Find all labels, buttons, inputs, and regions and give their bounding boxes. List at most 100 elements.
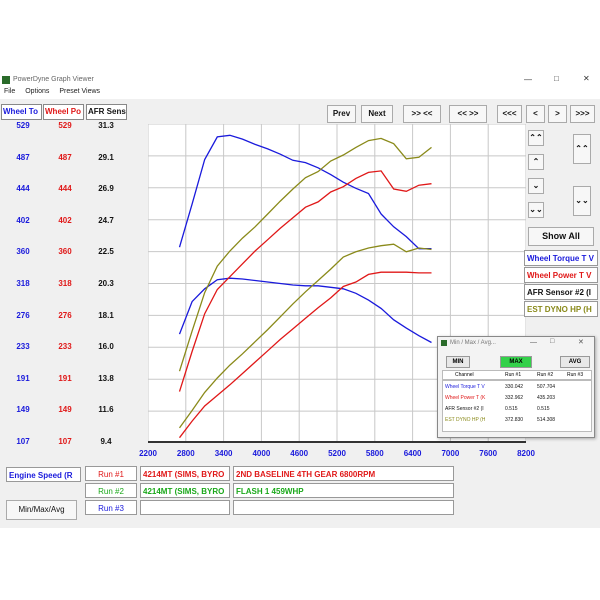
y-tick-torque: 318 [16, 279, 30, 288]
run1-label[interactable]: Run #1 [85, 466, 137, 481]
x-tick-label: 2800 [176, 449, 195, 458]
avg-tab[interactable]: AVG [560, 356, 590, 368]
header-run3: Run #3 [567, 372, 584, 378]
y-tick-afr: 16.0 [98, 342, 114, 352]
x-tick-label: 5800 [365, 449, 384, 458]
scale-up-double-button[interactable]: ⌃⌃ [528, 130, 544, 146]
dialog-table: Wheel Torque T V 330.042 507.704 Wheel Powe… [442, 380, 592, 432]
x-tick-label: 3400 [214, 449, 233, 458]
header-run1: Run #1 [505, 372, 522, 378]
scroll-left-button[interactable]: < [526, 105, 545, 123]
menu-bar: File Options Preset Views [0, 88, 600, 99]
dyno-chart[interactable] [148, 124, 526, 443]
legend-wheel-torque[interactable]: Wheel Torque T V [524, 250, 598, 266]
min-max-avg-dialog: Min / Max / Avg... — □ ✕ MIN MAX AVG Cha… [437, 336, 595, 438]
series-line-4 [178, 137, 432, 372]
y-tick-torque: 107 [16, 437, 30, 446]
stat-run2-value: 435.203 [537, 395, 556, 401]
dialog-close-icon[interactable]: ✕ [578, 339, 584, 346]
y-tick-power: 360 [58, 247, 72, 257]
app-icon [2, 76, 10, 84]
prev-button[interactable]: Prev [327, 105, 356, 123]
afr-axis-header: AFR Sens [86, 104, 127, 120]
y-tick-torque: 402 [16, 215, 30, 225]
x-tick-label: 5200 [328, 449, 346, 458]
y-tick-power: 444 [58, 184, 72, 194]
x-tick-label: 7000 [441, 449, 460, 458]
run2-car: 4214MT (SIMS, BYRO [140, 483, 230, 498]
y-tick-afr: 20.3 [98, 279, 114, 288]
legend-afr-sensor[interactable]: AFR Sensor #2 (I [524, 284, 598, 300]
show-all-button[interactable]: Show All [528, 227, 594, 246]
run2-label[interactable]: Run #2 [85, 483, 137, 498]
y-tick-power: 276 [58, 310, 72, 320]
y-tick-afr: 26.9 [98, 184, 114, 194]
run3-description [233, 500, 454, 515]
legend-wheel-power[interactable]: Wheel Power T V [524, 267, 598, 283]
title-bar: PowerDyne Graph Viewer — □ ✕ [0, 72, 600, 88]
scroll-right-button[interactable]: > [548, 105, 567, 123]
stat-channel-name: Wheel Power T (K [445, 395, 486, 401]
scroll-far-right-button[interactable]: >>> [570, 105, 595, 123]
y-tick-power: 487 [58, 152, 72, 162]
y-tick-power: 191 [58, 373, 72, 383]
y-tick-power: 318 [58, 279, 72, 288]
y-tick-afr: 24.7 [98, 215, 114, 225]
offset-up-button[interactable]: ⌃⌃ [573, 134, 591, 164]
series-line-3 [178, 271, 432, 439]
offset-down-button[interactable]: ⌄⌄ [573, 186, 591, 216]
stat-run2-value: 514.308 [537, 417, 556, 423]
x-channel-select[interactable]: Engine Speed (R [6, 467, 81, 482]
run3-label[interactable]: Run #3 [85, 500, 137, 515]
menu-options[interactable]: Options [25, 88, 50, 95]
dialog-maximize-icon[interactable]: □ [550, 338, 555, 345]
max-tab[interactable]: MAX [500, 356, 532, 368]
series-line-0 [178, 134, 432, 250]
y-tick-torque: 487 [16, 152, 30, 162]
zoom-in-button[interactable]: >> << [403, 105, 441, 123]
scale-down-double-button[interactable]: ⌄⌄ [528, 202, 544, 218]
x-tick-label: 8200 [517, 449, 535, 458]
y-tick-power: 233 [58, 342, 72, 352]
y-tick-power: 107 [58, 437, 72, 446]
y-tick-afr: 18.1 [98, 310, 114, 320]
menu-file[interactable]: File [4, 88, 16, 95]
scroll-far-left-button[interactable]: <<< [497, 105, 522, 123]
y-tick-power: 402 [58, 215, 72, 225]
min-tab[interactable]: MIN [446, 356, 470, 368]
y-tick-afr: 9.4 [100, 437, 112, 446]
y-tick-torque: 444 [16, 184, 30, 194]
window-title: PowerDyne Graph Viewer [13, 76, 94, 83]
run3-car [140, 500, 230, 515]
close-icon[interactable]: ✕ [583, 74, 590, 83]
scale-up-button[interactable]: ⌃ [528, 154, 544, 170]
header-channel: Channel [455, 372, 474, 378]
min-max-avg-button[interactable]: Min/Max/Avg [6, 500, 77, 520]
maximize-icon[interactable]: □ [554, 74, 559, 83]
scale-down-button[interactable]: ⌄ [528, 178, 544, 194]
zoom-out-button[interactable]: << >> [449, 105, 487, 123]
legend-est-dyno-hp[interactable]: EST DYNO HP (H [524, 301, 598, 317]
menu-preset-views[interactable]: Preset Views [59, 88, 101, 95]
minimize-icon[interactable]: — [524, 75, 532, 84]
y-tick-afr: 13.8 [98, 373, 114, 383]
stat-channel-name: Wheel Torque T V [445, 384, 485, 390]
y-tick-torque: 233 [16, 342, 30, 352]
y-tick-afr: 31.3 [98, 121, 114, 130]
stat-run1-value: 0.515 [505, 406, 518, 412]
torque-axis-header: Wheel To [1, 104, 42, 120]
y-tick-afr: 11.6 [98, 405, 114, 415]
next-button[interactable]: Next [361, 105, 393, 123]
x-tick-label: 2200 [139, 449, 157, 458]
series-line-2 [178, 170, 432, 392]
stat-run2-value: 507.704 [537, 384, 556, 390]
dialog-title: Min / Max / Avg... [450, 340, 496, 346]
series-line-1 [178, 277, 432, 344]
power-axis-header: Wheel Po [43, 104, 84, 120]
dialog-minimize-icon[interactable]: — [530, 339, 537, 346]
header-run2: Run #2 [537, 372, 554, 378]
x-tick-label: 7600 [479, 449, 498, 458]
stat-run1-value: 332.962 [505, 395, 524, 401]
y-tick-torque: 529 [16, 121, 30, 130]
y-tick-torque: 360 [16, 247, 30, 257]
